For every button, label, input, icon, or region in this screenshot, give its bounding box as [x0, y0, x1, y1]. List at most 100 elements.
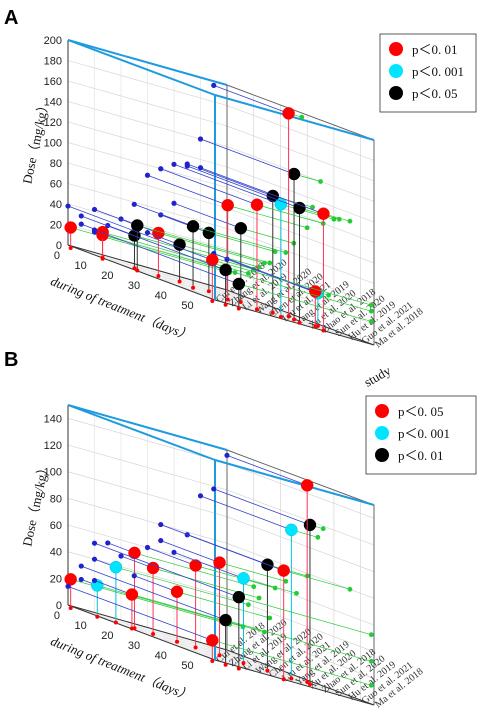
wall-marker — [211, 82, 217, 88]
x-tick-label: 30 — [128, 280, 140, 292]
panel-a: A02040608010012014016018020001020304050C… — [4, 7, 477, 390]
wall-line — [213, 253, 316, 292]
wall-line — [213, 488, 311, 526]
gridline — [81, 608, 229, 664]
x-tick-label: 40 — [155, 290, 167, 302]
y-tick-label: 120 — [44, 117, 62, 129]
floor-marker — [270, 310, 275, 315]
wall-marker — [171, 549, 177, 555]
wall-marker — [131, 201, 137, 207]
box-edge — [67, 244, 216, 301]
gridline — [226, 207, 375, 264]
x-tick-label: 50 — [181, 660, 193, 672]
back-marker — [283, 250, 289, 255]
back-marker — [320, 526, 326, 532]
data-point — [303, 518, 317, 532]
floor-marker — [236, 666, 241, 671]
wall-line — [94, 209, 138, 226]
box-edges — [67, 39, 375, 346]
back-line — [225, 619, 372, 662]
data-point — [152, 226, 165, 240]
floor-marker — [132, 266, 137, 271]
x-tick-label: 20 — [101, 630, 113, 642]
wall-line — [67, 205, 213, 261]
y-tick-label: 80 — [50, 158, 62, 170]
data-point — [237, 572, 250, 585]
wall-marker — [171, 200, 177, 206]
panel-letter: B — [4, 349, 18, 371]
floor-marker — [100, 256, 105, 261]
floor-marker — [292, 317, 297, 322]
back-marker — [368, 658, 374, 664]
y-tick-label: 20 — [50, 220, 62, 232]
wall-line — [160, 524, 284, 571]
x-tick-label: 0 — [54, 610, 60, 622]
back-marker — [251, 584, 257, 590]
wall-line — [147, 547, 196, 566]
y-tick-label: 200 — [44, 35, 62, 47]
panel-letter: A — [4, 7, 18, 29]
box-edge — [226, 449, 375, 506]
floor-marker — [177, 279, 182, 284]
back-line — [219, 562, 286, 582]
wall-line — [134, 575, 178, 593]
back-line — [131, 594, 265, 633]
wall-marker — [91, 577, 98, 584]
wall-line — [147, 174, 228, 206]
back-marker — [347, 218, 353, 224]
back-line — [158, 232, 265, 264]
floor-marker — [286, 314, 291, 319]
floor-marker — [210, 659, 215, 663]
data-point — [234, 222, 248, 235]
floor-marker — [225, 297, 230, 302]
y-tick-label: 100 — [44, 467, 62, 479]
wall-marker — [144, 544, 151, 551]
legend-label: p＜0. 01 — [398, 448, 444, 463]
back-marker — [347, 586, 353, 592]
gridline — [226, 463, 375, 519]
floor-marker — [193, 645, 198, 650]
y-tick-label: 40 — [50, 199, 62, 211]
gridline — [226, 569, 375, 626]
floor-marker — [68, 606, 73, 610]
wall-line — [160, 214, 209, 234]
wall-line — [226, 454, 308, 486]
y-tick-label: 120 — [44, 440, 62, 452]
data-point — [285, 523, 298, 537]
wall-marker — [78, 563, 84, 569]
wall-marker — [78, 221, 84, 227]
legend-marker — [389, 42, 403, 56]
back-line — [243, 577, 297, 594]
wall-line — [213, 84, 289, 114]
floor-marker — [241, 661, 246, 665]
data-point — [206, 634, 219, 647]
back-line — [195, 565, 276, 589]
back-line — [283, 570, 351, 590]
floor-marker — [113, 620, 118, 625]
gridline — [213, 646, 361, 702]
back-line — [225, 269, 372, 312]
data-point — [64, 221, 77, 234]
y-tick-label: 20 — [50, 573, 62, 585]
legend-label: p＜0. 001 — [398, 426, 450, 441]
back-marker — [267, 615, 273, 621]
box-edge — [214, 299, 375, 346]
back-marker — [245, 602, 251, 608]
back-marker — [272, 249, 278, 255]
back-line — [137, 225, 270, 264]
y-tick-label: 0 — [56, 600, 62, 612]
x-tick-label: 40 — [155, 650, 167, 662]
box-edge — [67, 604, 228, 651]
data-point — [287, 167, 301, 181]
wall-line — [187, 165, 300, 209]
data-point — [213, 556, 226, 569]
legend-marker — [389, 86, 403, 100]
data-point — [317, 207, 330, 220]
y-axis-title: Dose（mg/kg） — [19, 460, 52, 547]
box-edge — [226, 84, 375, 141]
gridline — [226, 125, 375, 182]
gridline — [226, 146, 375, 202]
back-line — [238, 596, 372, 636]
floor-marker — [289, 676, 294, 681]
floor-marker — [307, 682, 312, 687]
